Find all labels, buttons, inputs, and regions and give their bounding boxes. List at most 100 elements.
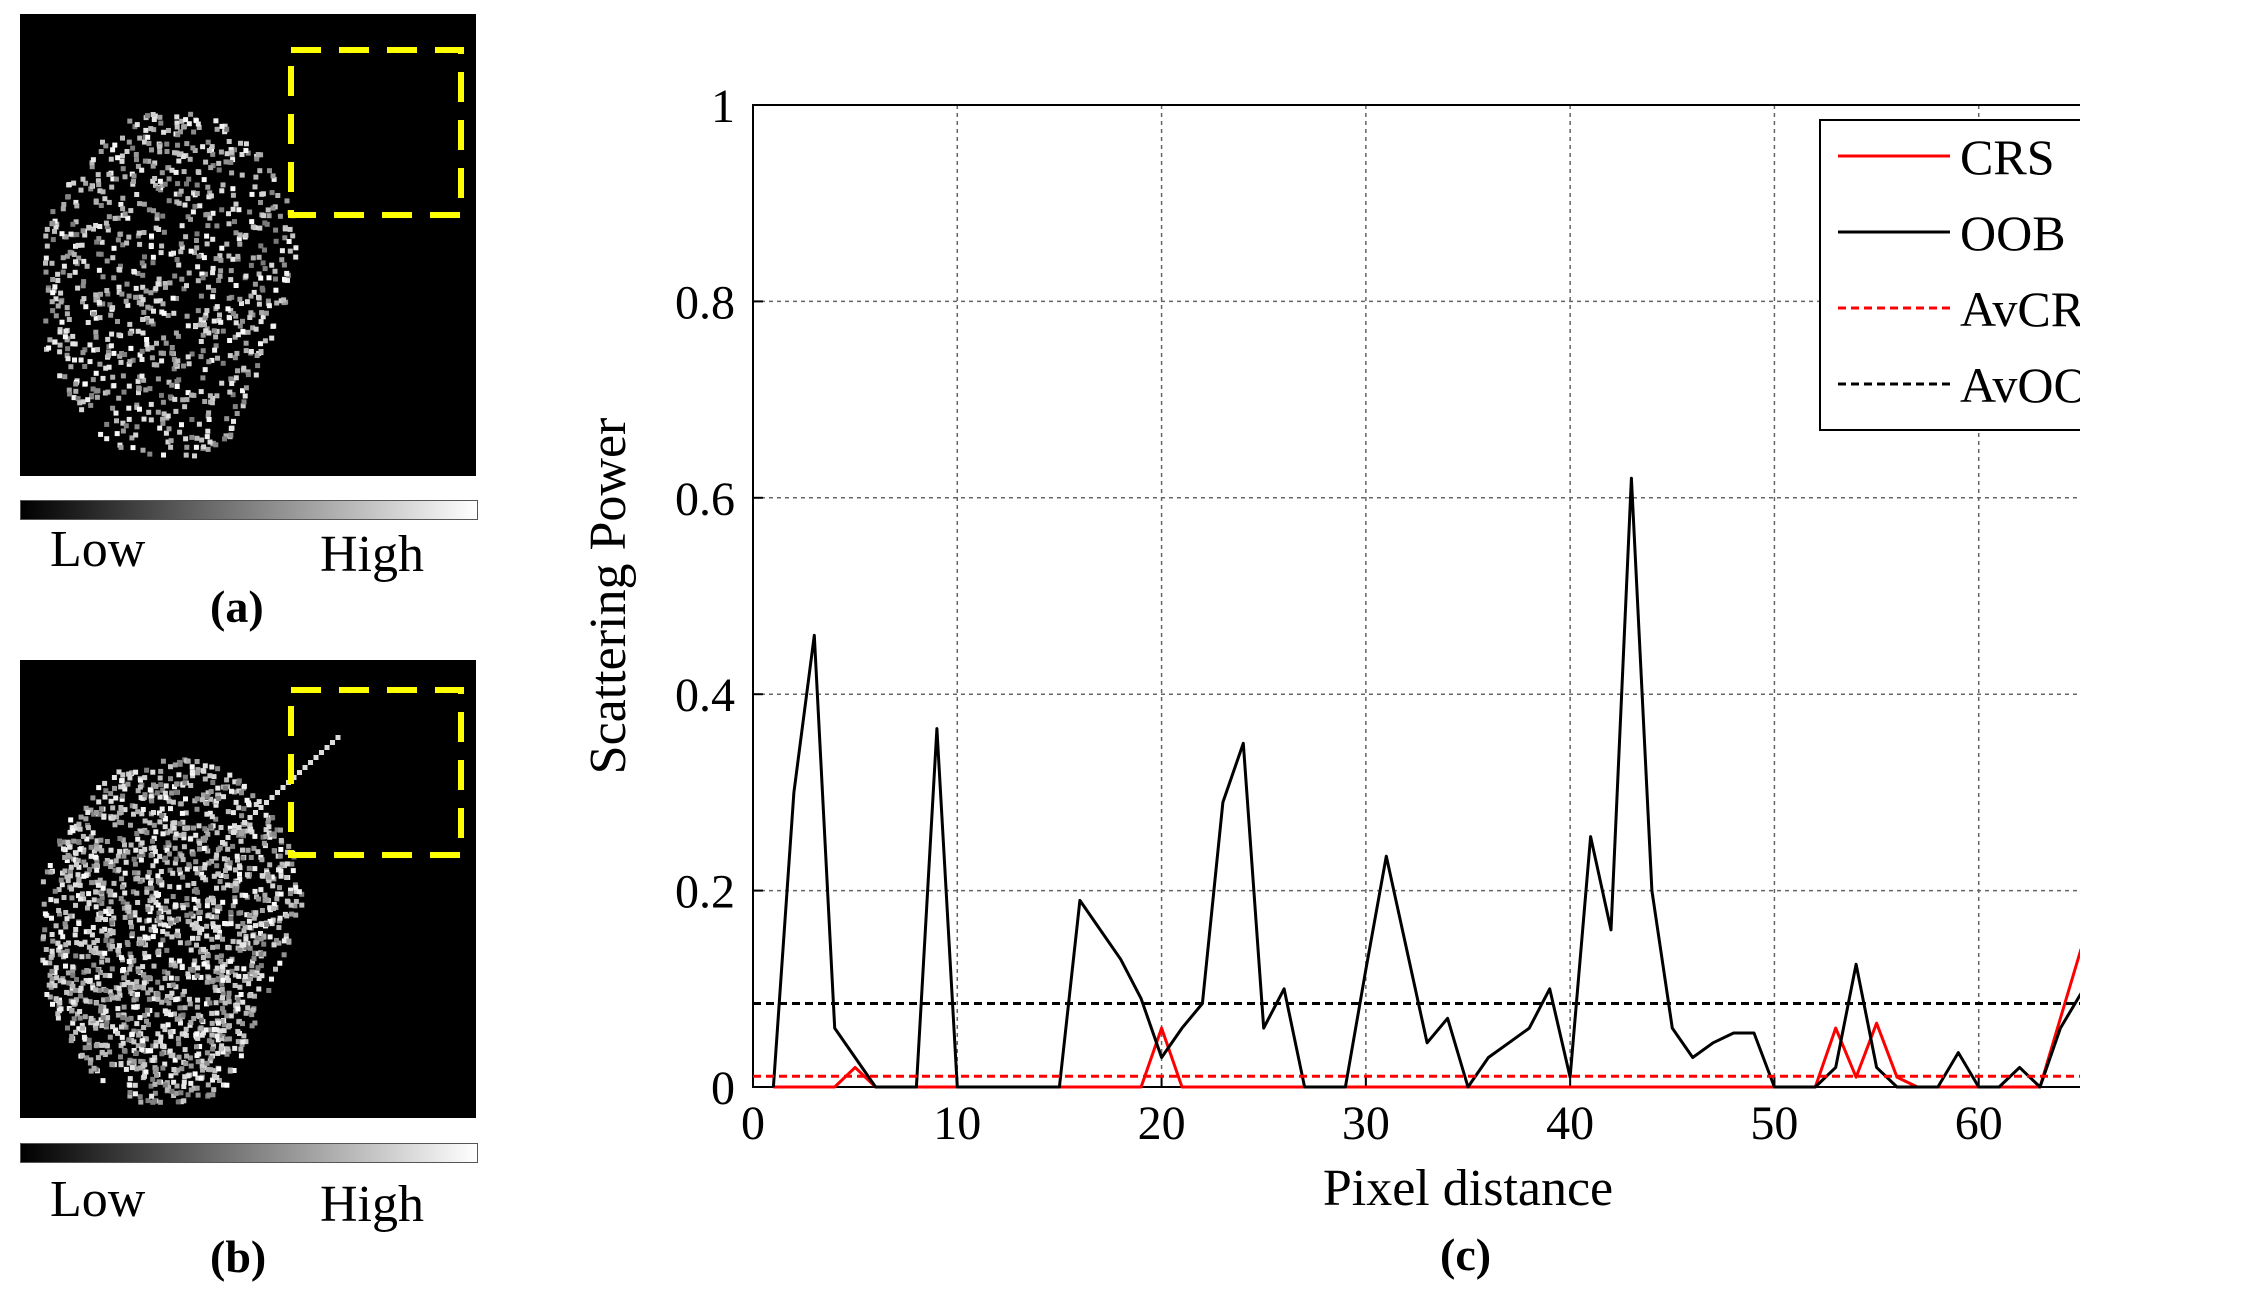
speckle-pixel — [248, 262, 254, 268]
speckle-pixel — [191, 967, 196, 973]
speckle-pixel — [217, 312, 222, 318]
speckle-pixel — [142, 975, 148, 981]
speckle-pixel — [124, 240, 130, 246]
speckle-pixel — [108, 156, 114, 162]
speckle-pixel — [252, 993, 257, 999]
speckle-pixel — [108, 343, 114, 349]
speckle-pixel — [153, 890, 159, 896]
speckle-pixel — [191, 962, 197, 968]
y-tick-label: 1 — [711, 80, 735, 133]
speckle-pixel — [227, 772, 233, 778]
speckle-pixel — [98, 1004, 104, 1010]
speckle-pixel — [235, 1006, 241, 1012]
speckle-pixel — [204, 1060, 210, 1066]
speckle-pixel — [161, 129, 167, 135]
speckle-pixel — [102, 196, 108, 202]
speckle-pixel — [184, 181, 189, 187]
speckle-pixel — [150, 838, 155, 844]
speckle-pixel — [127, 775, 133, 781]
speckle-pixel — [207, 439, 213, 445]
speckle-pixel — [96, 251, 102, 257]
speckle-pixel — [215, 766, 221, 772]
speckle-pixel — [115, 1012, 121, 1018]
speckle-pixel — [136, 385, 142, 391]
speckle-pixel — [116, 952, 122, 958]
speckle-pixel — [56, 1003, 62, 1008]
speckle-pixel — [109, 1062, 115, 1068]
speckle-pixel — [127, 984, 133, 990]
speckle-pixel — [193, 323, 198, 328]
speckle-pixel — [103, 365, 109, 371]
speckle-pixel — [202, 271, 208, 277]
speckle-pixel — [270, 323, 276, 329]
speckle-pixel — [126, 234, 132, 240]
legend-label-oob: OOB — [1960, 205, 2066, 261]
speckle-pixel — [288, 887, 293, 893]
speckle-pixel — [276, 925, 282, 930]
speckle-pixel — [202, 367, 208, 373]
speckle-pixel — [230, 938, 236, 944]
speckle-pixel — [214, 965, 220, 971]
speckle-pixel — [98, 1008, 104, 1014]
speckle-pixel — [183, 1026, 189, 1032]
speckle-pixel — [233, 283, 239, 288]
speckle-pixel — [239, 1042, 245, 1047]
speckle-pixel — [163, 284, 168, 290]
speckle-pixel — [100, 1014, 106, 1020]
speckle-pixel — [175, 181, 181, 187]
speckle-pixel — [88, 402, 94, 408]
speckle-pixel — [190, 773, 196, 779]
speckle-pixel — [62, 855, 68, 860]
speckle-pixel — [178, 801, 184, 807]
speckle-pixel — [91, 863, 97, 869]
speckle-pixel — [70, 1020, 76, 1026]
speckle-pixel — [107, 989, 113, 995]
speckle-pixel — [83, 816, 89, 822]
speckle-pixel — [224, 1051, 230, 1057]
speckle-pixel — [154, 212, 160, 218]
speckle-pixel — [203, 835, 209, 841]
speckle-pixel — [282, 225, 288, 231]
speckle-pixel — [81, 1034, 87, 1040]
speckle-pixel — [150, 1043, 156, 1049]
speckle-pixel — [235, 1039, 241, 1045]
speckle-pixel — [259, 310, 265, 316]
speckle-pixel — [202, 763, 208, 769]
speckle-pixel — [132, 1091, 138, 1097]
speckle-pixel — [99, 928, 105, 934]
speckle-pixel — [279, 861, 285, 867]
speckle-pixel — [182, 1047, 188, 1053]
speckle-pixel — [137, 135, 143, 141]
speckle-pixel — [156, 1079, 162, 1085]
speckle-pixel — [121, 389, 127, 395]
speckle-pixel — [60, 206, 66, 212]
speckle-pixel — [112, 215, 118, 221]
speckle-pixel — [256, 301, 262, 307]
speckle-pixel — [293, 888, 299, 894]
chart-grid — [753, 105, 2080, 1087]
speckle-pixel — [108, 899, 114, 905]
speckle-pixel — [148, 242, 154, 248]
speckle-pixel — [179, 810, 185, 816]
speckle-pixel — [189, 764, 195, 770]
speckle-pixel — [241, 928, 247, 934]
speckle-pixel — [278, 838, 284, 843]
speckle-pixel — [134, 984, 140, 990]
speckle-pixel — [210, 780, 216, 785]
speckle-pixel — [153, 1043, 159, 1049]
speckle-pixel — [240, 855, 246, 861]
speckle-pixel — [203, 312, 209, 318]
speckle-pixel — [120, 884, 125, 890]
speckle-pixel — [243, 141, 249, 147]
speckle-pixel — [230, 843, 236, 849]
speckle-pixel — [116, 284, 122, 290]
speckle-pixel — [150, 254, 156, 260]
speckle-pixel — [245, 1005, 251, 1011]
speckle-pixel — [263, 812, 269, 818]
speckle-pixel — [86, 944, 92, 950]
speckle-pixel — [149, 355, 155, 361]
speckle-pixel — [117, 231, 123, 237]
speckle-pixel — [235, 923, 241, 929]
speckle-pixel — [122, 842, 127, 848]
speckle-pixel — [99, 239, 105, 245]
